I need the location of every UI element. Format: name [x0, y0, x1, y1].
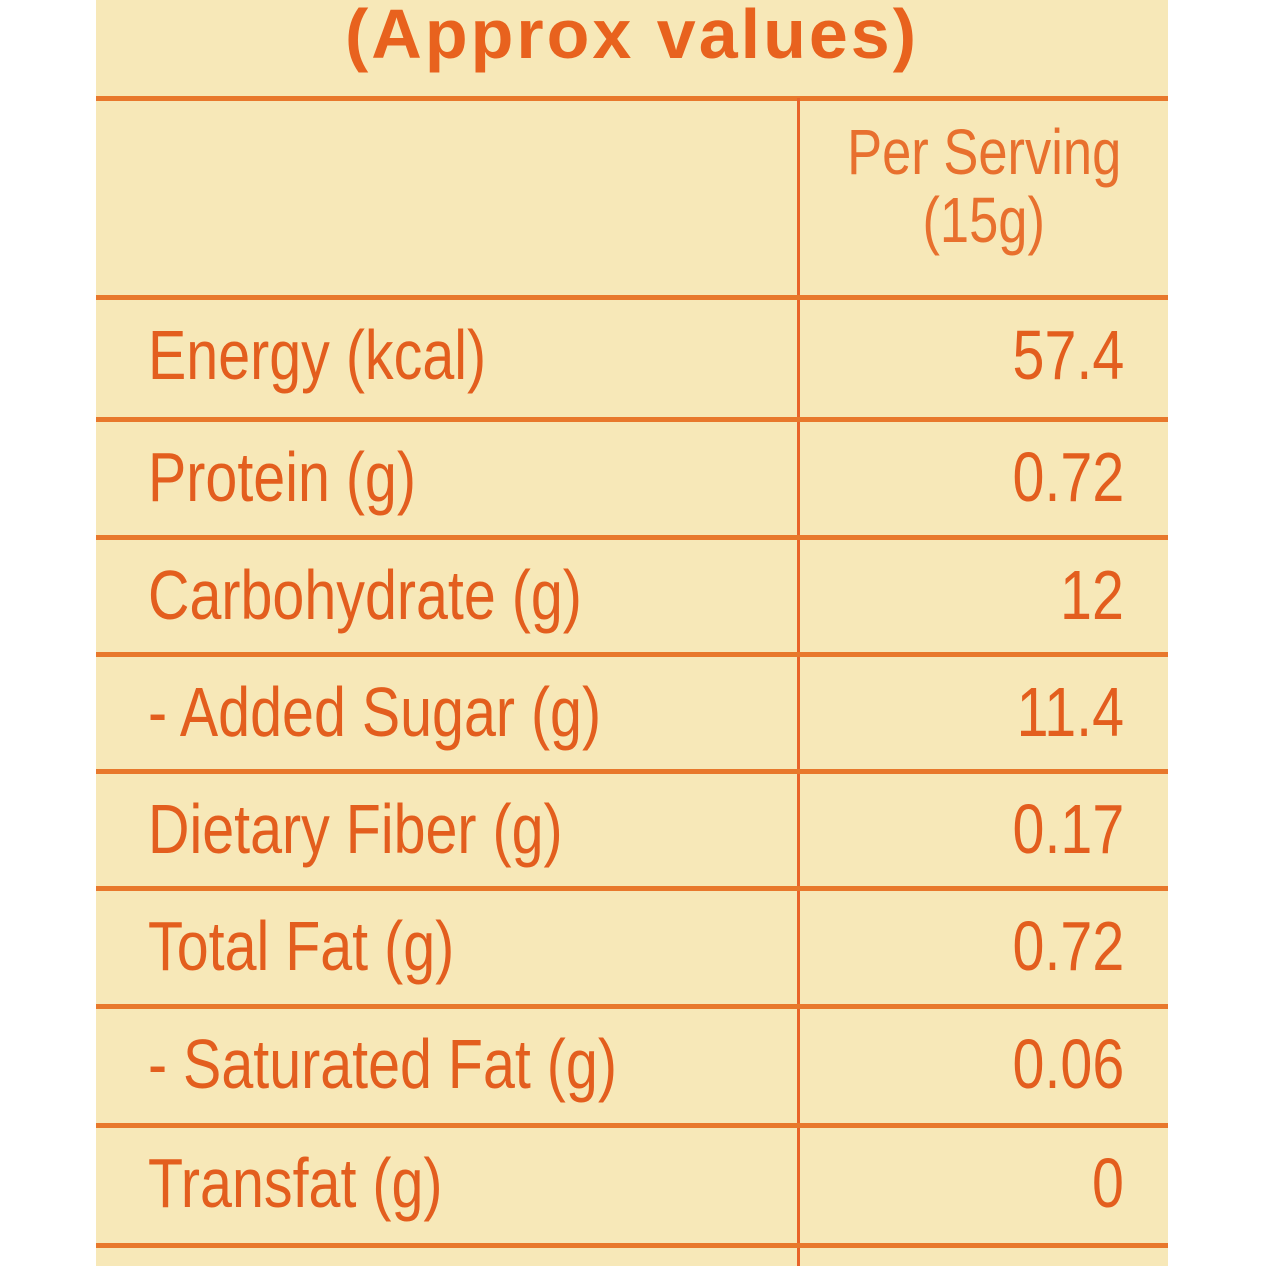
nutrient-label: Transfat (g) — [148, 1144, 443, 1222]
column-divider — [797, 98, 800, 1266]
nutrient-label: Carbohydrate (g) — [148, 556, 582, 634]
nutrient-label: Dietary Fiber (g) — [148, 790, 563, 868]
nutrient-label: Total Fat (g) — [148, 907, 455, 985]
table-row: Dietary Fiber (g) 0.17 — [96, 771, 1168, 887]
column-header: Per Serving (15g) — [800, 118, 1168, 254]
row-divider — [96, 652, 1168, 657]
nutrient-label: - Added Sugar (g) — [148, 673, 602, 751]
table-row: Transfat (g) 0 — [96, 1125, 1168, 1241]
nutrient-value: 0.06 — [1012, 1025, 1124, 1103]
nutrient-value: 11.4 — [1016, 673, 1124, 751]
row-divider — [96, 1243, 1168, 1248]
nutrient-value: 0.17 — [1012, 790, 1124, 868]
row-divider — [96, 1004, 1168, 1009]
row-divider — [96, 535, 1168, 540]
row-divider — [96, 417, 1168, 422]
nutrient-value: 0.72 — [1012, 907, 1124, 985]
table-row: - Saturated Fat (g) 0.06 — [96, 1006, 1168, 1122]
row-divider — [96, 886, 1168, 891]
row-divider — [96, 295, 1168, 300]
nutrient-label: Protein (g) — [148, 438, 416, 516]
table-row: Protein (g) 0.72 — [96, 419, 1168, 535]
divider — [96, 96, 1168, 101]
table-title: (Approx values) — [345, 0, 919, 73]
header-line2: (15g) — [922, 184, 1046, 256]
table-row: Carbohydrate (g) 12 — [96, 537, 1168, 653]
row-divider — [96, 1123, 1168, 1128]
nutrient-value: 12 — [1060, 556, 1124, 634]
table-row: Energy (kcal) 57.4 — [96, 297, 1168, 413]
row-divider — [96, 769, 1168, 774]
nutrient-value: 0.72 — [1012, 438, 1124, 516]
table-row: Total Fat (g) 0.72 — [96, 888, 1168, 1004]
nutrient-value: 0 — [1092, 1144, 1124, 1222]
header-line1: Per Serving — [846, 116, 1122, 188]
table-row: - Added Sugar (g) 11.4 — [96, 654, 1168, 770]
nutrient-label: Energy (kcal) — [148, 316, 487, 394]
nutrient-value: 57.4 — [1012, 316, 1124, 394]
nutrition-table: (Approx values) Per Serving (15g) Energy… — [96, 0, 1168, 1266]
nutrient-label: - Saturated Fat (g) — [148, 1025, 617, 1103]
